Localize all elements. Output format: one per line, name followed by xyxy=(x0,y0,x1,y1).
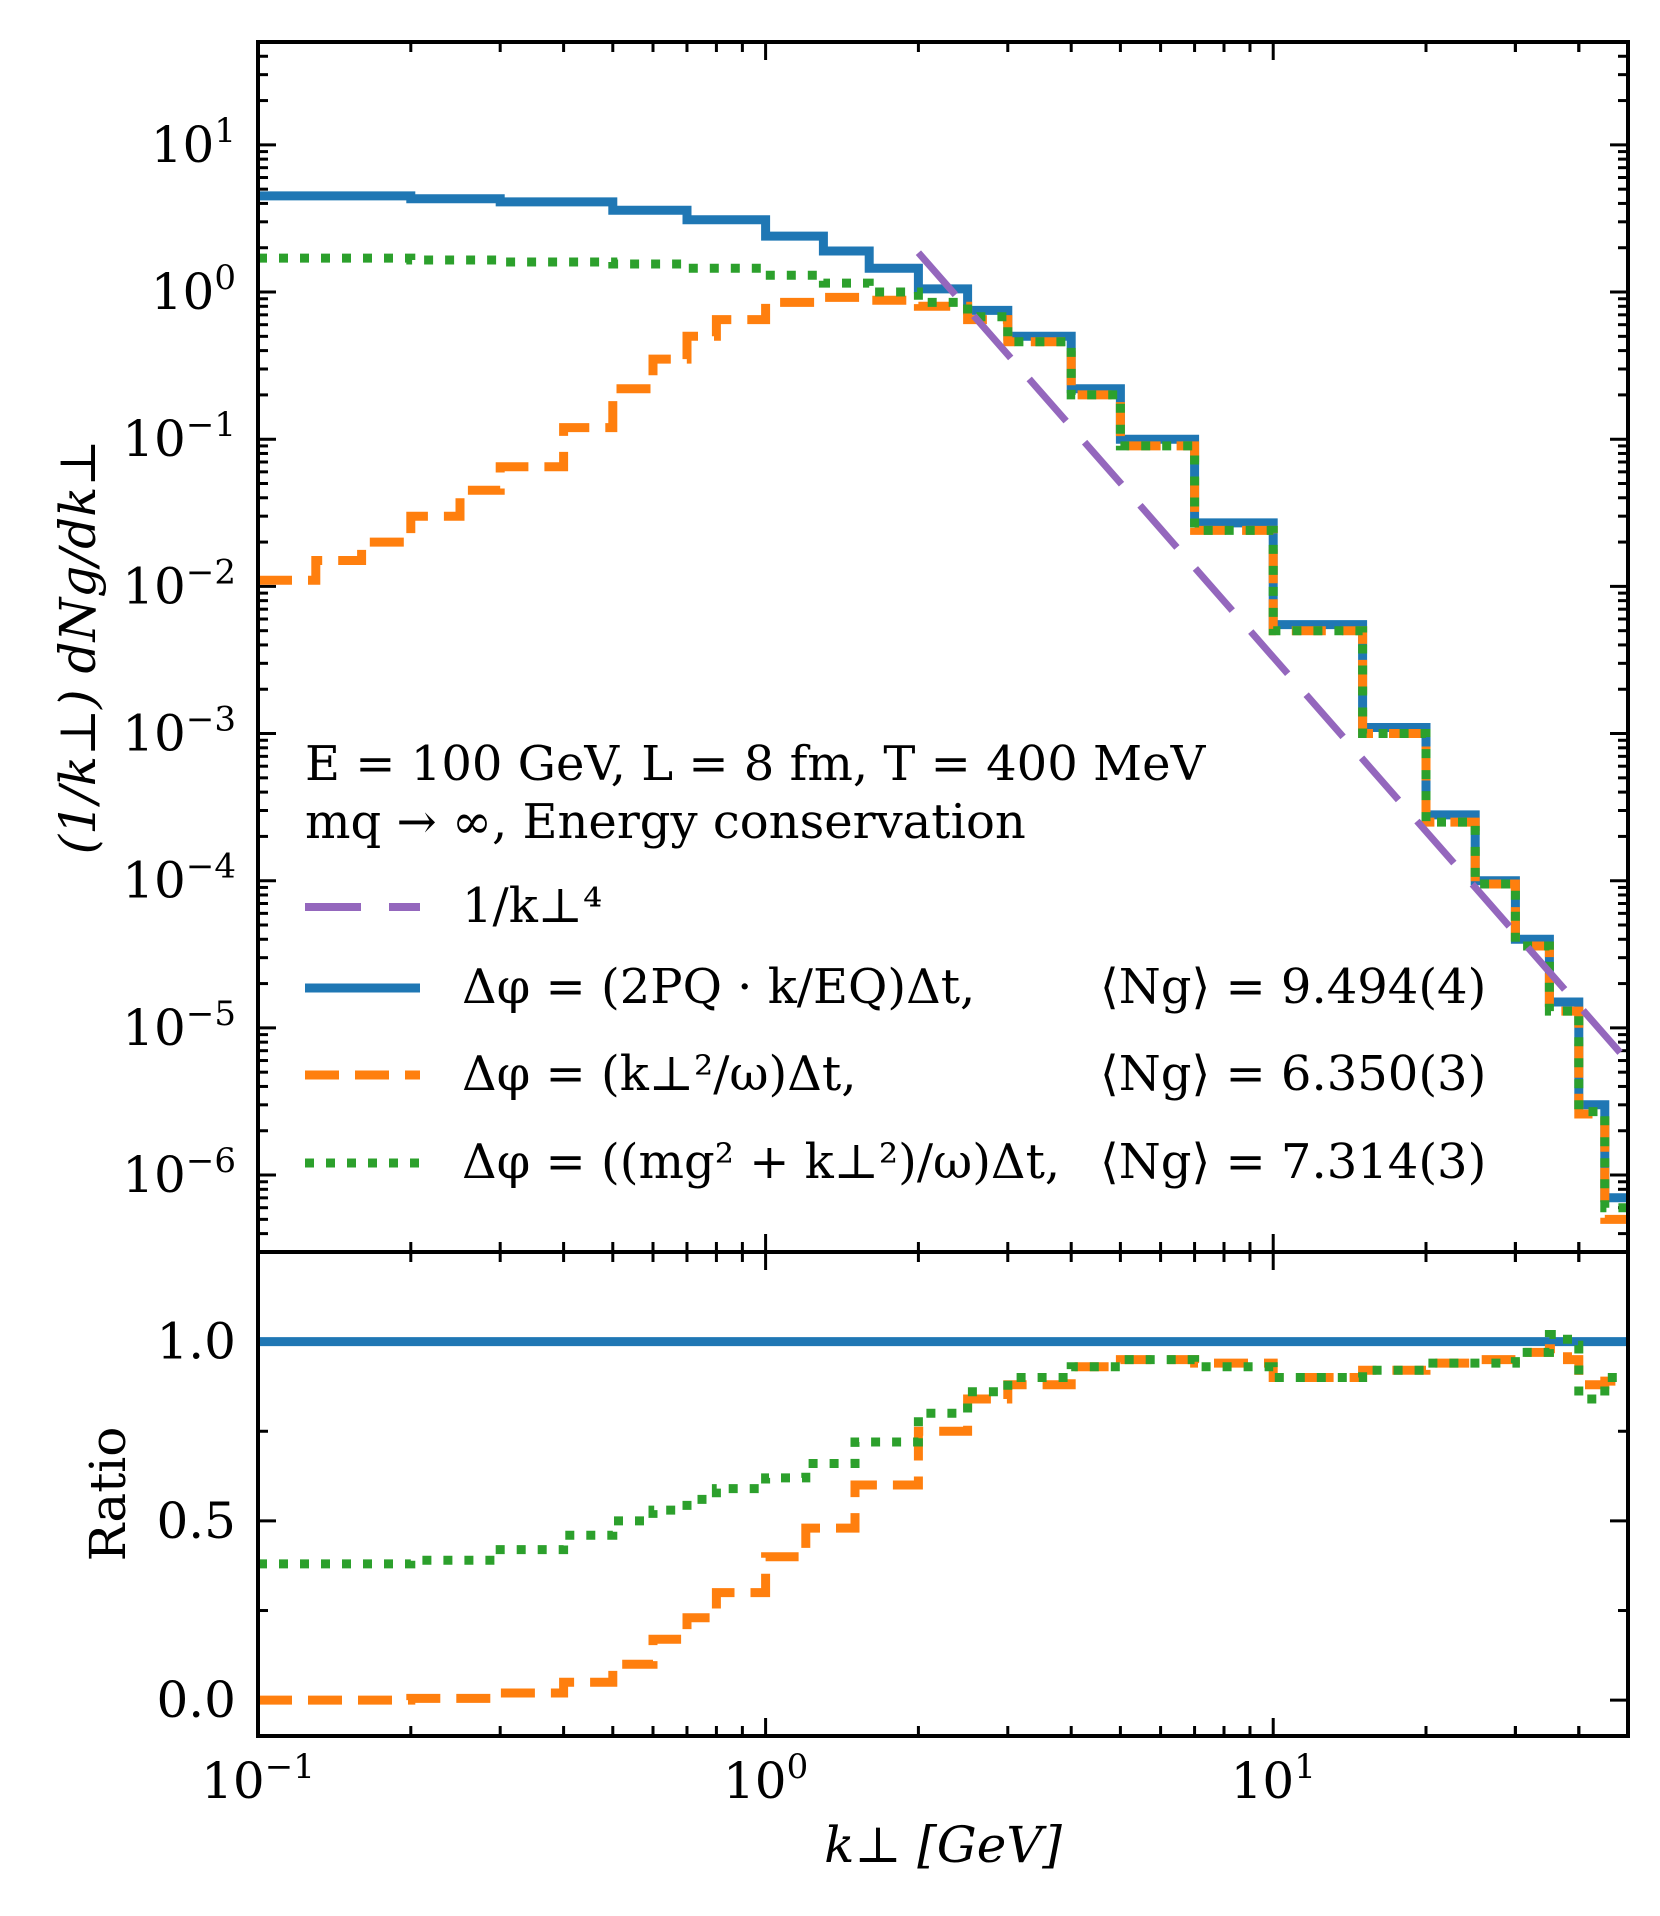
ratio-y-tick-label: 0.0 xyxy=(156,1671,236,1729)
legend-label-power-law: 1/k⊥⁴ xyxy=(462,878,602,934)
legend-item-blue: Δφ = (2PQ · k/EQ)Δt, ⟨Ng⟩ = 9.494(4) xyxy=(305,959,1486,1015)
legend-mean-green: ⟨Ng⟩ = 7.314(3) xyxy=(1100,1134,1486,1190)
top-y-axis-label: (1/k⊥) dNg/dk⊥ xyxy=(49,440,107,855)
top-panel: 101 100 10−1 10−2 10−3 10−4 10−5 10−6 (1/k⊥) dN… xyxy=(49,40,1630,1254)
legend-label-green: Δφ = ((mg² + k⊥²)/ω)Δt, xyxy=(462,1134,1060,1190)
legend-item-green: Δφ = ((mg² + k⊥²)/ω)Δt, ⟨Ng⟩ = 7.314(3) xyxy=(305,1134,1486,1190)
legend-item-power-law: 1/k⊥⁴ xyxy=(305,878,602,934)
x-axis-label: k⊥ [GeV] xyxy=(824,1816,1062,1874)
y-tick-label: 10−5 xyxy=(122,994,236,1057)
y-tick-label: 10−2 xyxy=(122,552,236,615)
y-tick-label: 10−4 xyxy=(122,847,236,910)
legend-mean-orange: ⟨Ng⟩ = 6.350(3) xyxy=(1100,1046,1486,1102)
y-tick-label: 10−1 xyxy=(122,405,236,468)
annotation-line-2: mq → ∞, Energy conservation xyxy=(305,794,1026,850)
legend-label-orange: Δφ = (k⊥²/ω)Δt, xyxy=(462,1046,856,1102)
ratio-y-tick-label: 1.0 xyxy=(156,1313,236,1371)
ratio-line-green xyxy=(258,1330,1628,1569)
y-tick-label: 100 xyxy=(151,258,236,321)
y-tick-label: 101 xyxy=(151,111,236,174)
power-law-line xyxy=(915,250,1628,1064)
y-tick-label: 10−6 xyxy=(122,1141,236,1204)
x-tick-label: 10−1 xyxy=(201,1747,315,1810)
legend: 1/k⊥⁴ Δφ = (2PQ · k/EQ)Δt, ⟨Ng⟩ = 9.494(… xyxy=(305,878,1486,1190)
bottom-panel: 0.0 0.5 1.0 10−1 100 101 Ratio k⊥ [GeV] xyxy=(79,1250,1630,1874)
bottom-ticks xyxy=(256,1252,1630,1736)
bottom-axes-frame xyxy=(256,1250,1630,1738)
ratio-line-orange xyxy=(258,1344,1628,1705)
legend-mean-blue: ⟨Ng⟩ = 9.494(4) xyxy=(1100,959,1486,1015)
y-tick-label: 10−3 xyxy=(122,700,236,763)
legend-item-orange: Δφ = (k⊥²/ω)Δt, ⟨Ng⟩ = 6.350(3) xyxy=(305,1046,1486,1102)
bottom-y-tick-labels: 0.0 0.5 1.0 xyxy=(156,1313,236,1730)
ratio-y-tick-label: 0.5 xyxy=(156,1492,236,1550)
series-line-green xyxy=(258,253,1628,1213)
x-tick-label: 101 xyxy=(1231,1747,1316,1810)
bottom-y-axis-label: Ratio xyxy=(79,1427,137,1562)
annotation-line-1: E = 100 GeV, L = 8 fm, T = 400 MeV xyxy=(305,736,1207,792)
legend-label-blue: Δφ = (2PQ · k/EQ)Δt, xyxy=(462,959,975,1015)
x-tick-labels: 10−1 100 101 xyxy=(201,1747,1316,1810)
x-tick-label: 100 xyxy=(723,1747,808,1810)
top-y-tick-labels: 101 100 10−1 10−2 10−3 10−4 10−5 10−6 xyxy=(122,111,236,1204)
